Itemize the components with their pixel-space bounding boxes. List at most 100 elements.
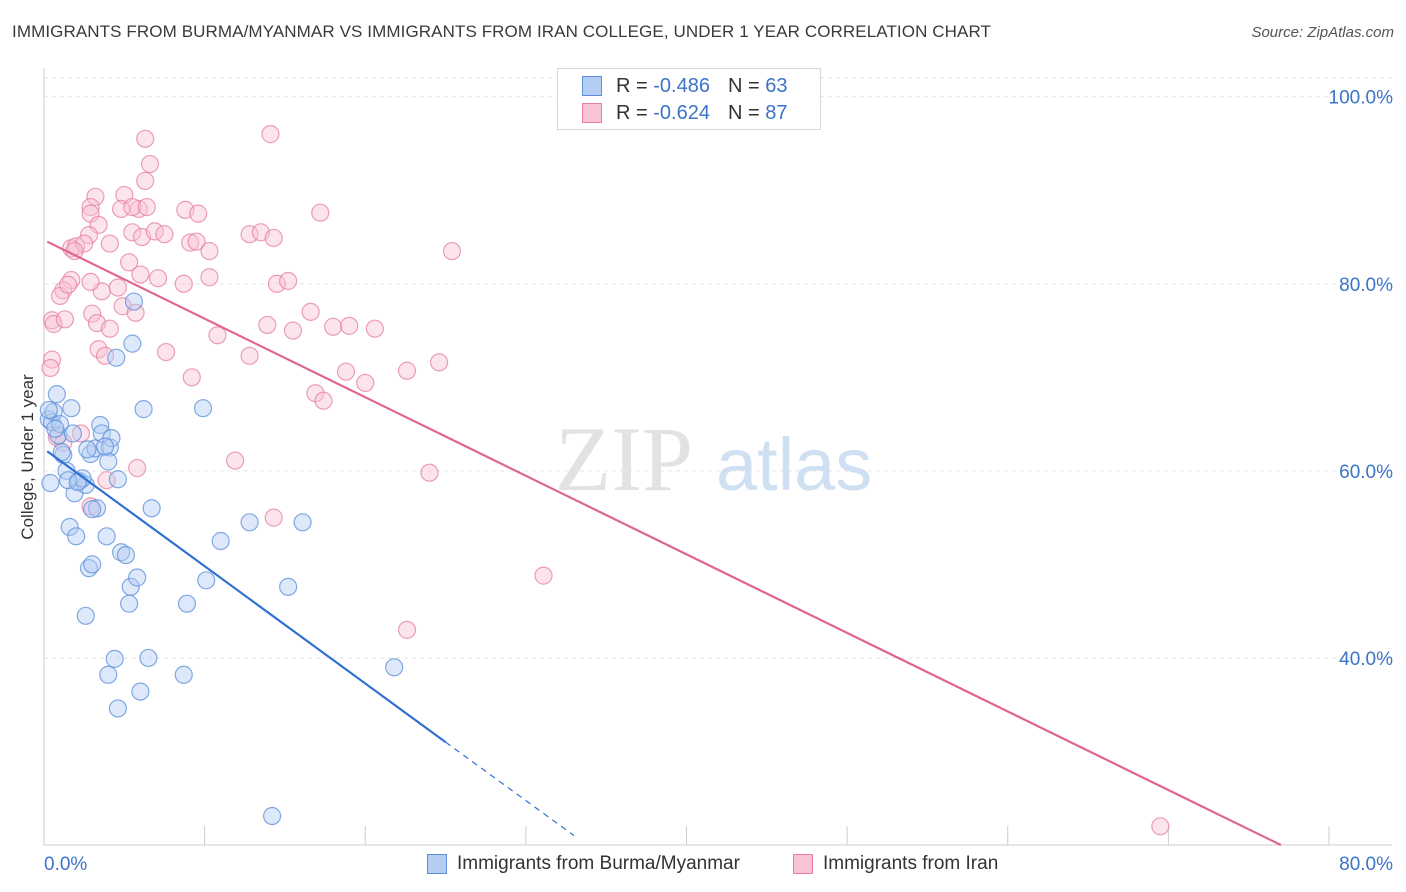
- legend-item-iran[interactable]: Immigrants from Iran: [793, 852, 998, 876]
- burma-point: [123, 334, 142, 353]
- r-label: R =: [616, 101, 648, 124]
- burma-point: [193, 399, 213, 418]
- watermark-atlas: atlas: [716, 423, 872, 506]
- iran-point: [156, 342, 176, 362]
- burma-point: [60, 517, 79, 537]
- iran-point: [81, 272, 100, 292]
- iran-point: [240, 225, 259, 244]
- iran-swatch: [582, 103, 602, 123]
- burma-point: [47, 385, 66, 404]
- legend-item-burma[interactable]: Immigrants from Burma/Myanmar: [427, 852, 740, 876]
- iran-point: [258, 315, 277, 335]
- iran-point: [314, 391, 333, 410]
- burma-point: [177, 594, 197, 613]
- stats-legend: R = -0.486 N = 63 R = -0.624 N = 87: [557, 68, 821, 130]
- iran-point: [86, 187, 105, 206]
- chart-title: IMMIGRANTS FROM BURMA/MYANMAR VS IMMIGRA…: [12, 22, 992, 41]
- iran-point: [261, 125, 280, 144]
- burma-point: [211, 531, 230, 551]
- iran-point: [365, 319, 384, 338]
- iran-point: [79, 226, 99, 245]
- burma-point: [95, 437, 115, 456]
- iran-point: [267, 274, 287, 293]
- source-label: Source: ZipAtlas.com: [1251, 24, 1394, 41]
- burma-point: [39, 400, 58, 420]
- burma-point: [240, 513, 259, 532]
- iran-point: [174, 274, 193, 293]
- iran-point: [100, 319, 119, 338]
- iran-point: [189, 204, 208, 223]
- burma-series: [39, 292, 404, 826]
- burma-point: [83, 555, 102, 574]
- iran-point: [55, 310, 74, 329]
- burma-point: [108, 470, 127, 489]
- burma-point: [99, 665, 118, 684]
- burma-point: [107, 348, 126, 367]
- iran-point: [324, 317, 343, 336]
- r-label: R =: [616, 74, 648, 97]
- burma-trend-extension: [445, 741, 575, 837]
- watermark-zip: ZIP: [555, 408, 693, 510]
- iran-point: [41, 358, 60, 378]
- iran-point: [140, 154, 160, 174]
- burma-point: [68, 472, 87, 492]
- iran-point: [301, 302, 320, 321]
- trend-lines: [46, 240, 1282, 846]
- burma-point: [120, 594, 139, 613]
- burma-point: [262, 806, 282, 826]
- burma-swatch: [582, 76, 602, 96]
- iran-point: [442, 241, 462, 261]
- iran-point: [83, 304, 102, 323]
- iran-point: [44, 314, 63, 334]
- burma-point: [139, 648, 158, 668]
- iran-point: [137, 197, 156, 217]
- n-value: 87: [765, 101, 788, 124]
- iran-point: [89, 340, 108, 359]
- burma-legend-label: Immigrants from Burma/Myanmar: [457, 853, 740, 874]
- iran-point: [100, 234, 119, 253]
- burma-point: [111, 543, 131, 562]
- iran-point: [264, 228, 283, 248]
- burma-point: [99, 452, 118, 471]
- iran-trend-line: [46, 240, 1282, 846]
- iran-point: [111, 199, 131, 219]
- burma-point: [293, 513, 312, 532]
- iran-point: [356, 373, 375, 393]
- burma-point: [128, 568, 147, 587]
- burma-point: [105, 649, 124, 668]
- burma-point: [279, 577, 298, 596]
- iran-point: [340, 316, 359, 335]
- iran-point: [420, 463, 439, 482]
- burma-point: [134, 400, 153, 419]
- burma-point: [124, 292, 144, 311]
- tick-labels: 40.0% 60.0% 80.0% 100.0% 0.0% 80.0%: [44, 88, 1393, 875]
- burma-point: [97, 527, 116, 546]
- axes: [43, 68, 1392, 846]
- iran-point: [397, 620, 417, 639]
- n-label: N =: [727, 101, 760, 124]
- y-tick-label: 60.0%: [1339, 462, 1393, 483]
- iran-point: [430, 353, 449, 372]
- burma-point: [174, 665, 193, 684]
- r-value: -0.624: [653, 101, 710, 124]
- burma-point: [63, 424, 83, 443]
- iran-point: [95, 346, 115, 365]
- iran-point: [534, 566, 553, 585]
- iran-legend-swatch: [793, 854, 813, 874]
- iran-point: [123, 223, 142, 242]
- burma-point: [83, 500, 102, 519]
- y-axis-label: College, Under 1 year: [18, 374, 37, 540]
- iran-point: [131, 265, 150, 284]
- burma-point: [142, 499, 161, 518]
- iran-series: [41, 125, 1170, 836]
- burma-point: [108, 699, 127, 718]
- iran-point: [58, 275, 78, 294]
- burma-point: [78, 440, 97, 459]
- n-label: N =: [727, 74, 760, 97]
- iran-point: [136, 171, 155, 190]
- n-value: 63: [765, 74, 788, 97]
- stats-row-burma: R = -0.486 N = 63: [582, 73, 787, 99]
- y-tick-label: 100.0%: [1329, 88, 1394, 109]
- y-tick-label: 80.0%: [1339, 275, 1393, 296]
- iran-point: [187, 232, 206, 251]
